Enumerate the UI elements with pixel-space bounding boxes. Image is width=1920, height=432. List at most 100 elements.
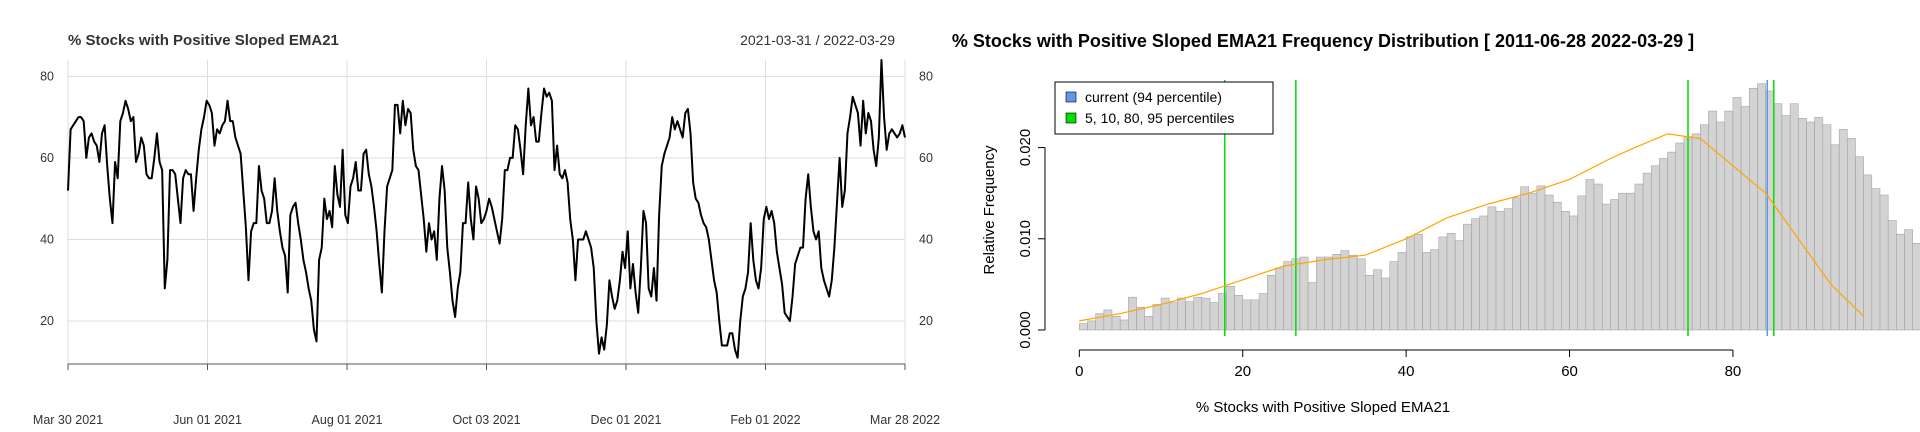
histogram-bar bbox=[1267, 275, 1276, 331]
histogram-bar bbox=[1226, 285, 1235, 331]
histogram-bar bbox=[1152, 304, 1162, 331]
y-tick-label-right: 40 bbox=[919, 232, 933, 246]
histogram-bar bbox=[1119, 319, 1129, 331]
x-tick-label: Aug 01 2021 bbox=[312, 413, 383, 427]
histogram-bar bbox=[1299, 256, 1309, 331]
histogram-bar bbox=[1307, 282, 1317, 331]
histogram-bar bbox=[1520, 186, 1529, 331]
histogram-bar bbox=[1789, 103, 1799, 331]
timeseries-chart: % Stocks with Positive Sloped EMA21 2021… bbox=[33, 32, 940, 427]
histogram-bar bbox=[1650, 165, 1660, 331]
histogram-bar bbox=[1887, 220, 1897, 331]
histogram-bar bbox=[1814, 117, 1824, 331]
histogram-x-label: % Stocks with Positive Sloped EMA21 bbox=[1196, 399, 1450, 416]
histogram-bar bbox=[1095, 313, 1105, 331]
histogram-bar bbox=[1136, 306, 1145, 331]
histogram-title: % Stocks with Positive Sloped EMA21 Freq… bbox=[952, 31, 1694, 51]
histogram-bar bbox=[1144, 316, 1154, 331]
y-tick-label-right: 60 bbox=[919, 151, 933, 165]
timeseries-grid bbox=[67, 60, 906, 364]
histogram-bar bbox=[1316, 256, 1325, 331]
legend-label-current: current (94 percentile) bbox=[1085, 89, 1222, 105]
histogram-bar bbox=[1569, 215, 1578, 331]
x-tick-label: Feb 01 2022 bbox=[730, 413, 800, 427]
histogram-bar bbox=[1087, 320, 1096, 331]
histogram-bar bbox=[1479, 215, 1489, 331]
histogram-bar bbox=[1904, 229, 1913, 331]
histogram-bar bbox=[1552, 202, 1562, 331]
histogram-bar bbox=[1185, 301, 1194, 331]
histogram-bar bbox=[1471, 218, 1480, 331]
timeseries-y-ticks: 20 20 40 40 60 60 80 80 bbox=[40, 69, 933, 328]
histogram-bar bbox=[1740, 106, 1750, 331]
y-tick-label-left: 20 bbox=[40, 314, 54, 328]
histogram-bar bbox=[1381, 277, 1391, 331]
y-tick-label-left: 80 bbox=[40, 69, 54, 83]
histogram-bar bbox=[1389, 261, 1399, 331]
histogram-bar bbox=[1487, 206, 1497, 331]
histogram-bar bbox=[1773, 103, 1783, 331]
histogram-bar bbox=[1528, 192, 1538, 331]
histogram-bar bbox=[1700, 124, 1709, 331]
histogram-bar bbox=[1242, 299, 1252, 331]
density-curve bbox=[1079, 133, 1865, 322]
y-tick-label: 0.020 bbox=[1017, 129, 1034, 167]
histogram-bar bbox=[1544, 194, 1554, 331]
histogram-bar bbox=[1405, 236, 1415, 331]
histogram-x-axis: 0 20 40 60 80 bbox=[1075, 349, 1742, 380]
histogram-bar bbox=[1079, 323, 1088, 331]
histogram-bar bbox=[1642, 172, 1652, 331]
histogram-bar bbox=[1724, 110, 1734, 331]
histogram-bar bbox=[1822, 124, 1832, 331]
histogram-bar bbox=[1659, 158, 1668, 331]
histogram-bar bbox=[1373, 269, 1382, 331]
histogram-bar bbox=[1601, 203, 1611, 331]
histogram-y-axis: 0.000 0.010 0.020 bbox=[1017, 129, 1046, 349]
histogram-bar bbox=[1830, 144, 1840, 331]
histogram-bar bbox=[1454, 240, 1464, 331]
timeseries-x-ticks: Mar 30 2021 Jun 01 2021 Aug 01 2021 Oct 03 … bbox=[33, 364, 940, 427]
x-tick-label: Jun 01 2021 bbox=[173, 413, 242, 427]
histogram-bar bbox=[1201, 297, 1211, 331]
x-tick-label: 60 bbox=[1561, 363, 1578, 380]
x-tick-label: Dec 01 2021 bbox=[591, 413, 662, 427]
histogram-y-label: Relative Frequency bbox=[981, 145, 998, 275]
histogram-bar bbox=[1397, 252, 1407, 331]
y-tick-label-left: 60 bbox=[40, 151, 54, 165]
histogram-chart: % Stocks with Positive Sloped EMA21 Freq… bbox=[952, 31, 1920, 416]
histogram-bar bbox=[1234, 295, 1243, 331]
histogram-bar bbox=[1798, 118, 1807, 331]
histogram-bar bbox=[1348, 254, 1358, 331]
histogram-bar bbox=[1585, 179, 1595, 331]
histogram-bar bbox=[1618, 192, 1627, 331]
histogram-bar bbox=[1463, 223, 1472, 331]
x-tick-label: Oct 03 2021 bbox=[452, 413, 520, 427]
histogram-bar bbox=[1283, 261, 1293, 331]
histogram-bar bbox=[1414, 233, 1423, 331]
histogram-bar bbox=[1667, 151, 1676, 331]
y-tick-label-right: 80 bbox=[919, 69, 933, 83]
histogram-bar bbox=[1250, 299, 1260, 331]
histogram-bar bbox=[1111, 316, 1121, 331]
histogram-bar bbox=[1757, 83, 1766, 331]
histogram-bar bbox=[1806, 121, 1815, 331]
histogram-bar bbox=[1503, 208, 1513, 331]
histogram-bar bbox=[1332, 254, 1342, 331]
x-tick-label: 80 bbox=[1725, 363, 1742, 380]
histogram-bar bbox=[1871, 188, 1881, 331]
histogram-bar bbox=[1675, 142, 1685, 331]
histogram-bar bbox=[1177, 297, 1186, 331]
timeseries-line bbox=[67, 59, 906, 359]
histogram-bar bbox=[1495, 211, 1505, 331]
x-tick-label: 20 bbox=[1234, 363, 1251, 380]
histogram-bar bbox=[1708, 110, 1717, 331]
histogram-bar bbox=[1324, 256, 1333, 331]
histogram-bar bbox=[1356, 258, 1366, 331]
histogram-bar bbox=[1610, 199, 1619, 331]
histogram-bar bbox=[1896, 233, 1905, 331]
y-tick-label-right: 20 bbox=[919, 314, 933, 328]
histogram-bar bbox=[1340, 250, 1350, 331]
timeseries-title: % Stocks with Positive Sloped EMA21 bbox=[68, 32, 339, 49]
histogram-legend: current (94 percentile) 5, 10, 80, 95 pe… bbox=[1054, 81, 1274, 135]
histogram-bar bbox=[1749, 87, 1758, 331]
